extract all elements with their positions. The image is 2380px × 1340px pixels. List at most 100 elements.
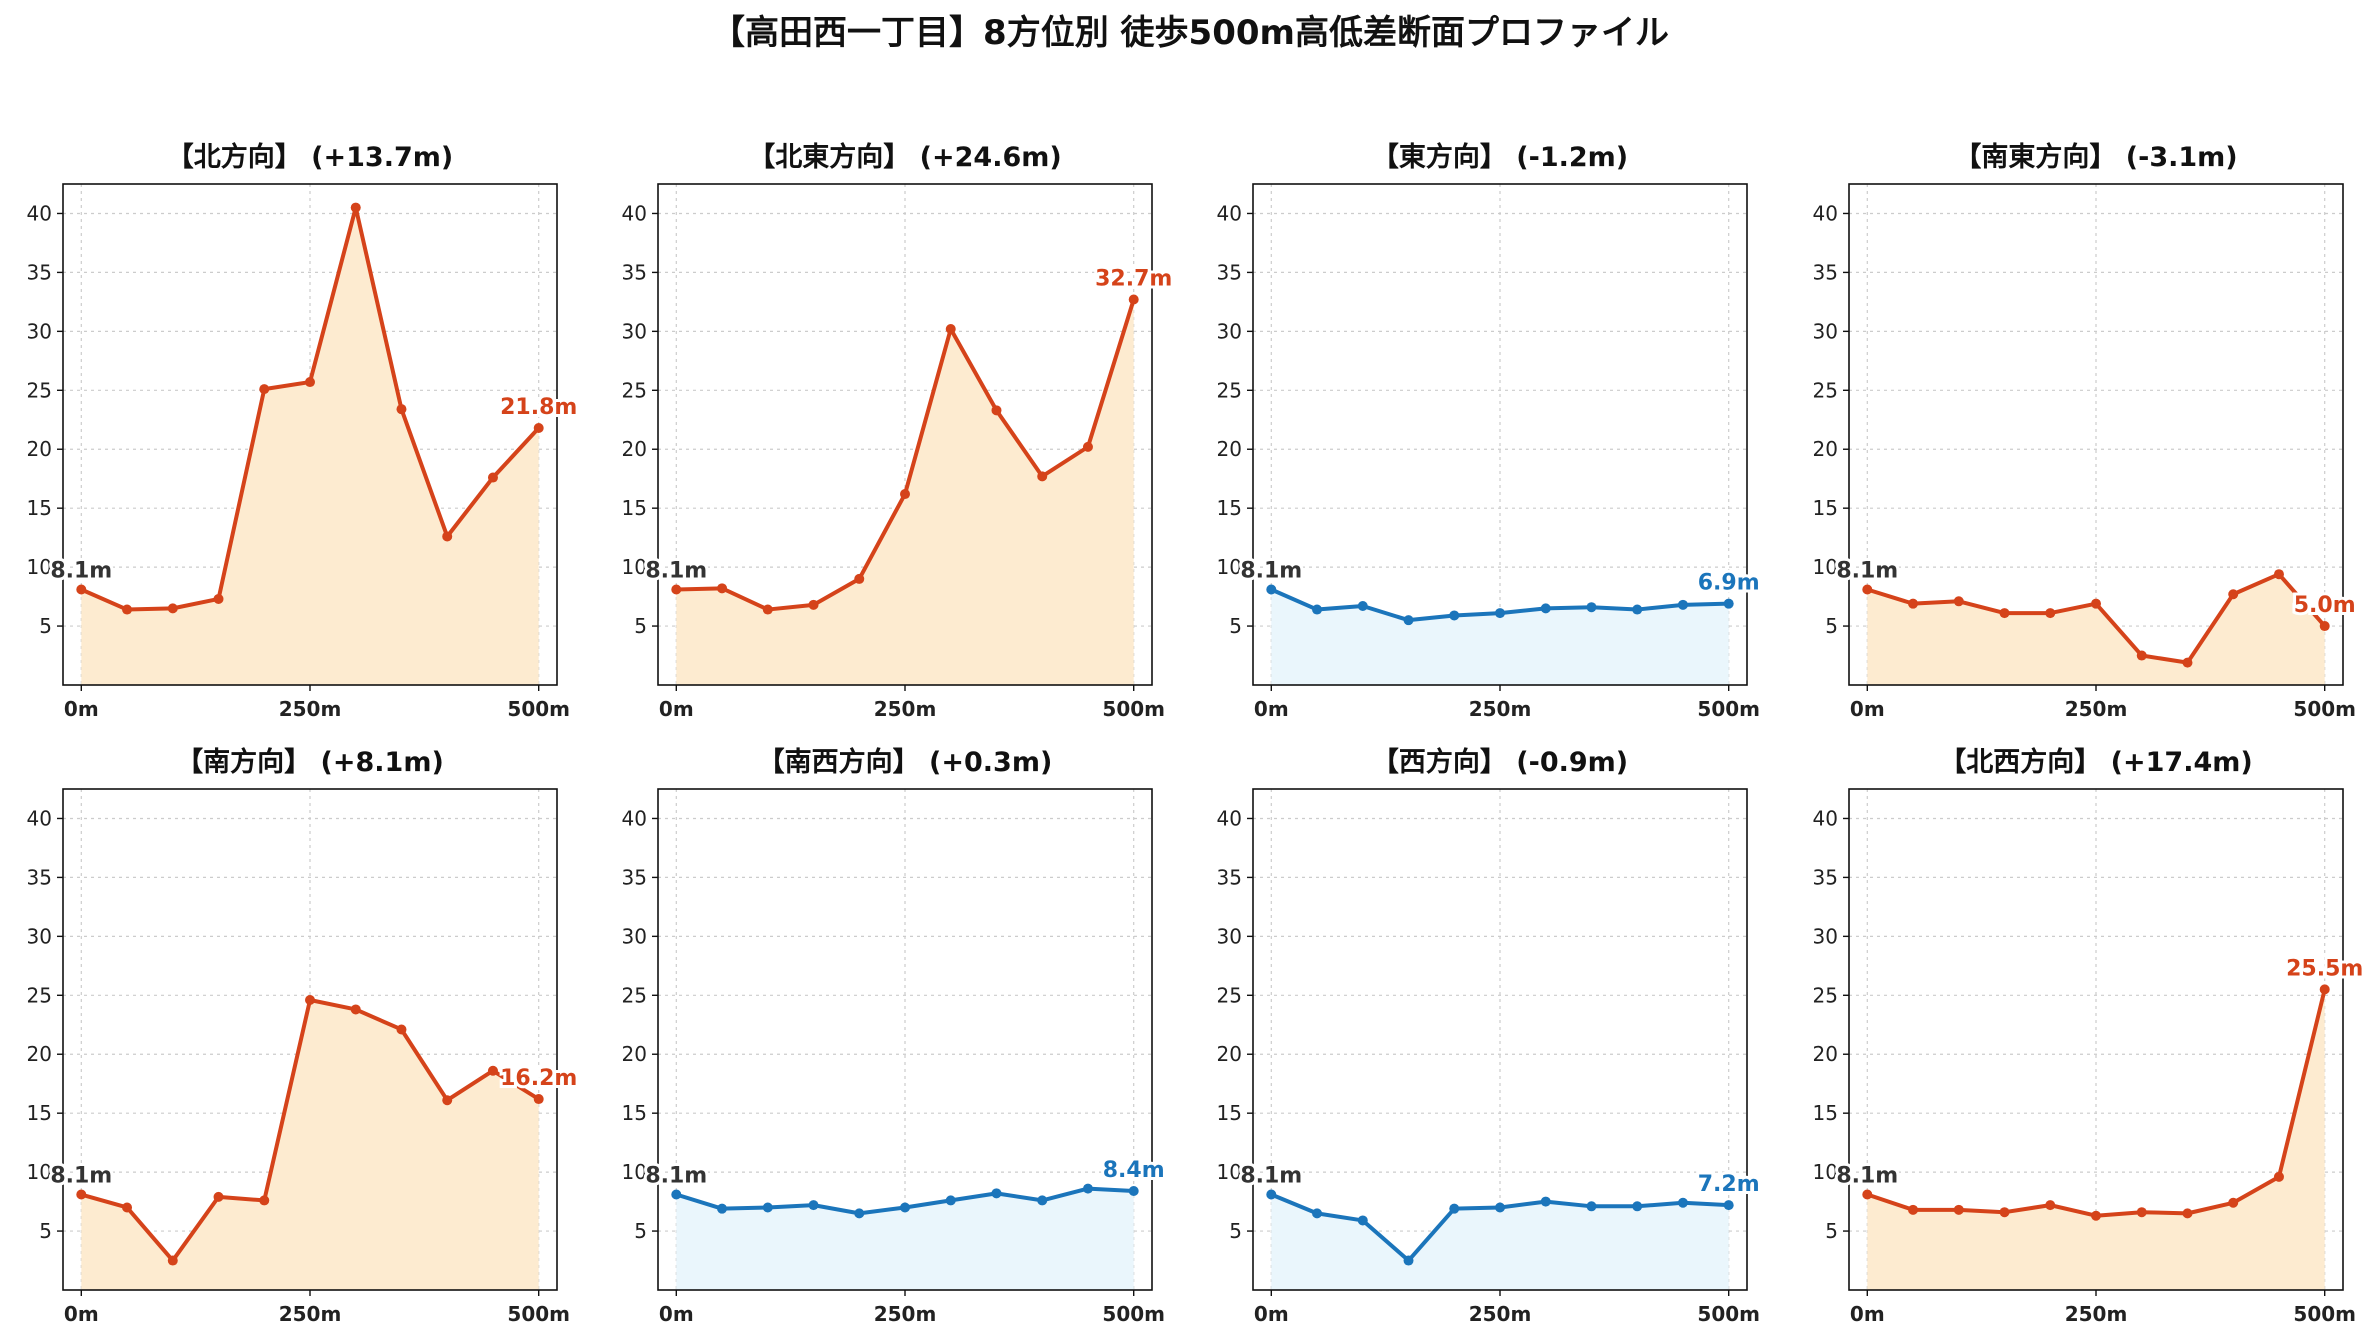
- y-tick-label: 40: [27, 806, 52, 830]
- end-value-label: 25.5m: [2286, 956, 2363, 981]
- y-tick-label: 15: [1217, 1101, 1242, 1125]
- data-point: [1723, 598, 1734, 609]
- data-point: [1908, 1204, 1919, 1215]
- data-point: [808, 599, 819, 610]
- data-point: [1037, 1195, 1048, 1206]
- data-point: [1312, 1208, 1323, 1219]
- data-point: [213, 1191, 224, 1202]
- y-tick-label: 5: [1825, 1219, 1838, 1243]
- data-point: [167, 1255, 178, 1266]
- y-tick-label: 20: [1813, 437, 1838, 461]
- x-tick-label: 250m: [279, 1302, 342, 1326]
- y-tick-label: 20: [27, 437, 52, 461]
- chart-panel: 【南東方向】 (-3.1m) 5 10 15 20 25 30 35 40 0m 250m 500m 8…: [1813, 141, 2359, 721]
- panel-title: 【南西方向】 (+0.3m): [758, 746, 1053, 778]
- start-value-label: 8.1m: [1836, 1164, 1898, 1189]
- y-tick-label: 40: [622, 201, 647, 225]
- data-point: [1723, 1200, 1734, 1211]
- data-point: [533, 1094, 544, 1105]
- y-tick-label: 15: [27, 1101, 52, 1125]
- data-point: [122, 604, 133, 615]
- data-point: [2273, 1171, 2284, 1182]
- y-tick-label: 10: [1217, 555, 1242, 579]
- data-point: [671, 584, 682, 595]
- y-tick-label: 35: [622, 865, 647, 889]
- y-tick-label: 40: [622, 806, 647, 830]
- data-point: [854, 1208, 865, 1219]
- x-tick-label: 250m: [1469, 697, 1532, 721]
- end-value-label: 8.4m: [1103, 1158, 1165, 1183]
- area-fill: [81, 207, 539, 685]
- data-point: [1037, 471, 1048, 482]
- x-tick-label: 500m: [507, 697, 570, 721]
- data-point: [900, 489, 910, 500]
- y-tick-label: 5: [1229, 1219, 1242, 1243]
- area-fill: [1867, 989, 2325, 1290]
- data-point: [350, 202, 361, 213]
- y-tick-label: 30: [1217, 924, 1242, 948]
- start-value-label: 8.1m: [50, 1164, 112, 1189]
- data-point: [396, 404, 407, 415]
- start-value-label: 8.1m: [1240, 559, 1302, 584]
- y-tick-label: 10: [622, 1160, 647, 1184]
- data-point: [1403, 615, 1414, 626]
- y-tick-label: 25: [27, 378, 52, 402]
- data-point: [1266, 584, 1277, 595]
- x-tick-label: 250m: [279, 697, 342, 721]
- end-value-label: 16.2m: [500, 1066, 577, 1091]
- y-tick-label: 5: [634, 1219, 647, 1243]
- end-value-label: 21.8m: [500, 395, 577, 420]
- y-tick-label: 15: [1813, 1101, 1838, 1125]
- y-tick-label: 10: [1217, 1160, 1242, 1184]
- data-point: [1999, 1207, 2010, 1218]
- data-point: [1953, 1204, 1964, 1215]
- y-tick-label: 20: [1217, 437, 1242, 461]
- y-tick-label: 15: [1813, 496, 1838, 520]
- start-value-label: 8.1m: [1836, 559, 1898, 584]
- data-point: [1312, 604, 1323, 615]
- y-tick-label: 30: [1217, 319, 1242, 343]
- data-point: [305, 995, 315, 1006]
- y-tick-label: 15: [27, 496, 52, 520]
- data-point: [1586, 602, 1597, 613]
- area-fill: [1271, 1194, 1729, 1290]
- data-point: [2319, 984, 2330, 995]
- data-point: [1128, 294, 1139, 305]
- data-point: [1449, 610, 1460, 621]
- y-tick-label: 25: [1813, 983, 1838, 1007]
- area-fill: [676, 299, 1134, 685]
- y-tick-label: 10: [27, 555, 52, 579]
- data-point: [2091, 1210, 2101, 1221]
- y-tick-label: 5: [634, 614, 647, 638]
- x-tick-label: 0m: [1254, 1302, 1289, 1326]
- x-tick-label: 250m: [2065, 697, 2128, 721]
- panel-title: 【北東方向】 (+24.6m): [748, 141, 1061, 173]
- y-tick-label: 5: [1825, 614, 1838, 638]
- area-fill: [1867, 574, 2325, 685]
- y-tick-label: 20: [27, 1042, 52, 1066]
- y-tick-label: 40: [1813, 201, 1838, 225]
- data-point: [533, 423, 544, 434]
- y-tick-label: 35: [622, 260, 647, 284]
- data-point: [2091, 598, 2101, 609]
- panel-title: 【南東方向】 (-3.1m): [1954, 141, 2237, 173]
- page-title: 【高田西一丁目】8方位別 徒歩500m高低差断面プロファイル: [711, 13, 1669, 53]
- start-value-label: 8.1m: [645, 559, 707, 584]
- data-point: [167, 603, 178, 614]
- y-tick-label: 20: [1217, 1042, 1242, 1066]
- data-point: [2136, 650, 2147, 661]
- y-tick-label: 5: [39, 614, 52, 638]
- x-tick-label: 0m: [1254, 697, 1289, 721]
- panel-title: 【東方向】 (-1.2m): [1372, 141, 1628, 173]
- y-tick-label: 20: [622, 437, 647, 461]
- data-point: [2045, 608, 2056, 619]
- y-tick-label: 40: [27, 201, 52, 225]
- data-point: [76, 584, 87, 595]
- x-tick-label: 0m: [659, 697, 694, 721]
- data-point: [1495, 1202, 1505, 1213]
- x-tick-label: 500m: [2293, 697, 2356, 721]
- chart-panel: 【北方向】 (+13.7m) 5 10 15 20 25 30 35 40 0m 250m 500m 8…: [27, 141, 581, 721]
- data-point: [442, 1095, 453, 1106]
- data-point: [991, 1188, 1002, 1199]
